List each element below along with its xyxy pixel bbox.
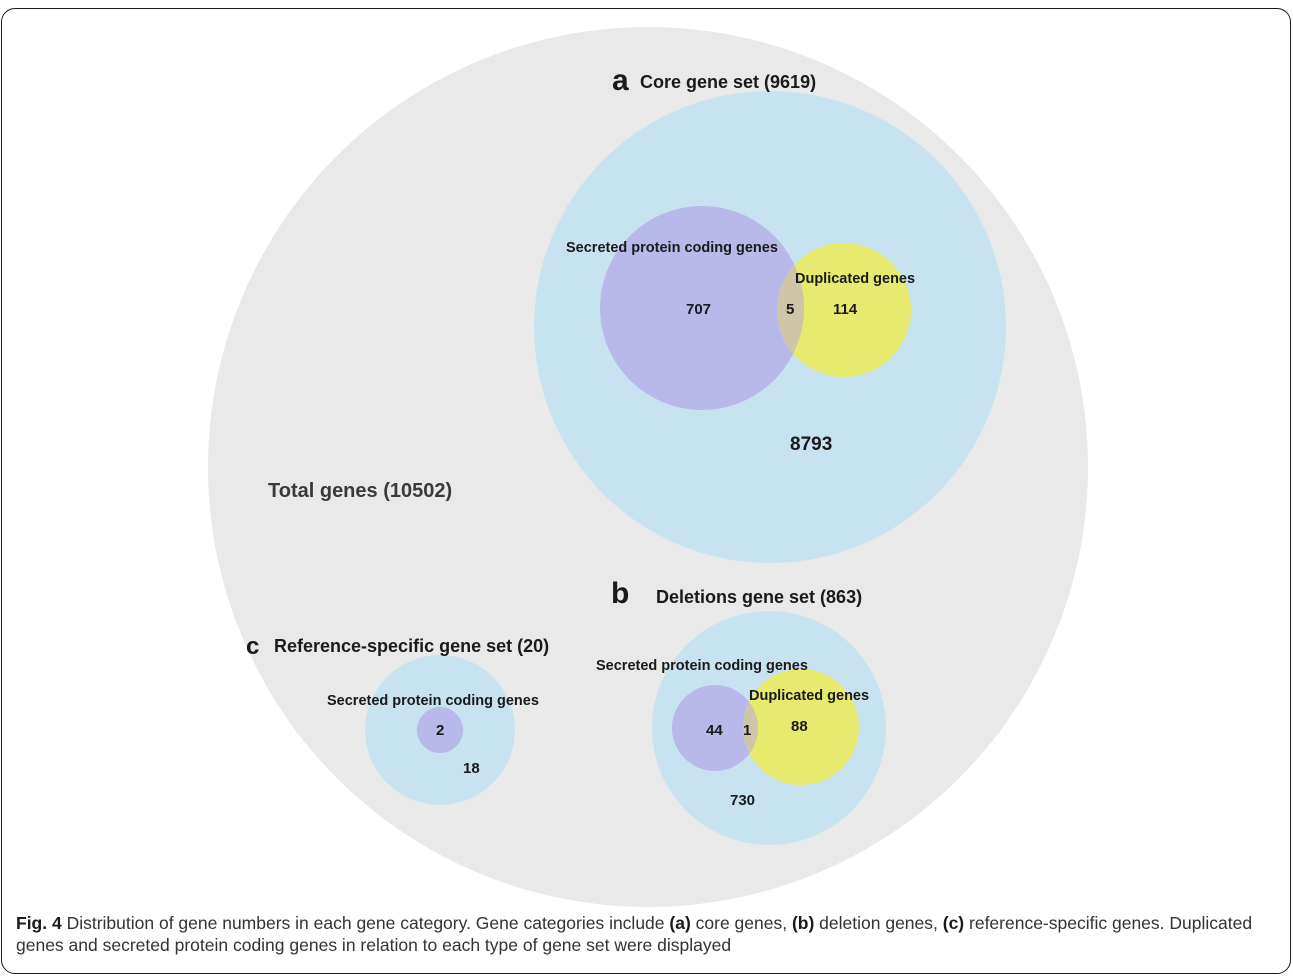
total-genes-label: Total genes (10502) [268, 480, 452, 502]
core-duplicated-circle [777, 243, 911, 377]
reference-secreted-circle [417, 707, 463, 753]
caption-b: (b) [791, 913, 815, 933]
core-rest-count: 8793 [790, 434, 832, 455]
deletions-secreted-count: 44 [706, 722, 723, 739]
caption-text-3: deletion genes, [814, 913, 943, 933]
deletions-duplicated-circle [743, 669, 859, 785]
core-duplicated-count: 114 [833, 301, 858, 318]
deletions-overlap-count: 1 [743, 722, 751, 739]
deletions-rest-count: 730 [730, 792, 755, 809]
venn-diagram: Total genes (10502) a Core gene set (961… [208, 27, 1088, 907]
reference-set-letter: c [246, 633, 259, 660]
deletions-duplicated-count: 88 [791, 718, 808, 735]
deletions-secreted-label: Secreted protein coding genes [596, 658, 808, 674]
caption-a: (a) [669, 913, 691, 933]
core-overlap-count: 5 [786, 301, 794, 318]
caption-text-2: core genes, [690, 913, 792, 933]
reference-set-title: Reference-specific gene set (20) [274, 636, 549, 656]
core-duplicated-label: Duplicated genes [795, 271, 915, 287]
reference-rest-count: 18 [463, 760, 480, 777]
deletions-secreted-circle [672, 685, 758, 771]
caption-text-1: Distribution of gene numbers in each gen… [61, 913, 670, 933]
core-secreted-circle [600, 206, 804, 410]
caption-fig-label: Fig. 4 [16, 913, 62, 933]
reference-secreted-count: 2 [436, 722, 444, 739]
deletions-set-letter: b [611, 577, 629, 610]
core-secreted-count: 707 [686, 301, 711, 318]
core-set-title: Core gene set (9619) [640, 72, 816, 92]
caption-c: (c) [942, 913, 965, 933]
deletions-duplicated-label: Duplicated genes [749, 688, 869, 704]
figure-frame [1, 8, 1291, 974]
reference-secreted-label: Secreted protein coding genes [327, 693, 539, 709]
core-set-letter: a [612, 64, 629, 97]
deletions-set-title: Deletions gene set (863) [656, 587, 862, 607]
figure-caption: Fig. 4 Distribution of gene numbers in e… [16, 912, 1276, 956]
core-secreted-label: Secreted protein coding genes [566, 240, 778, 256]
caption-text-4: reference-specific genes. Duplicated gen… [16, 913, 1253, 955]
